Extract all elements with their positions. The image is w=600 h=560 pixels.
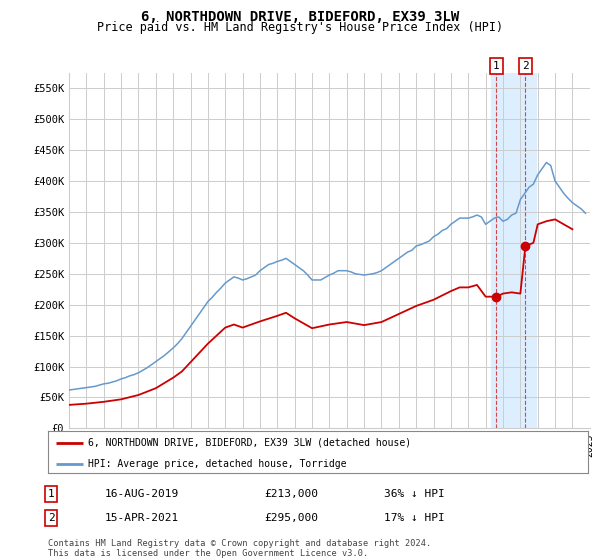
Text: 1: 1	[47, 489, 55, 499]
Text: HPI: Average price, detached house, Torridge: HPI: Average price, detached house, Torr…	[89, 459, 347, 469]
Text: 15-APR-2021: 15-APR-2021	[105, 513, 179, 523]
Text: 16-AUG-2019: 16-AUG-2019	[105, 489, 179, 499]
Text: Price paid vs. HM Land Registry's House Price Index (HPI): Price paid vs. HM Land Registry's House …	[97, 21, 503, 34]
Text: £295,000: £295,000	[264, 513, 318, 523]
Text: 6, NORTHDOWN DRIVE, BIDEFORD, EX39 3LW: 6, NORTHDOWN DRIVE, BIDEFORD, EX39 3LW	[141, 10, 459, 24]
Text: 1: 1	[493, 61, 500, 71]
Bar	[491, 73, 536, 428]
Text: 2: 2	[522, 61, 529, 71]
Text: 2: 2	[47, 513, 55, 523]
Text: 36% ↓ HPI: 36% ↓ HPI	[384, 489, 445, 499]
Text: 6, NORTHDOWN DRIVE, BIDEFORD, EX39 3LW (detached house): 6, NORTHDOWN DRIVE, BIDEFORD, EX39 3LW (…	[89, 438, 412, 448]
Text: 17% ↓ HPI: 17% ↓ HPI	[384, 513, 445, 523]
Text: Contains HM Land Registry data © Crown copyright and database right 2024.
This d: Contains HM Land Registry data © Crown c…	[48, 539, 431, 558]
Text: £213,000: £213,000	[264, 489, 318, 499]
